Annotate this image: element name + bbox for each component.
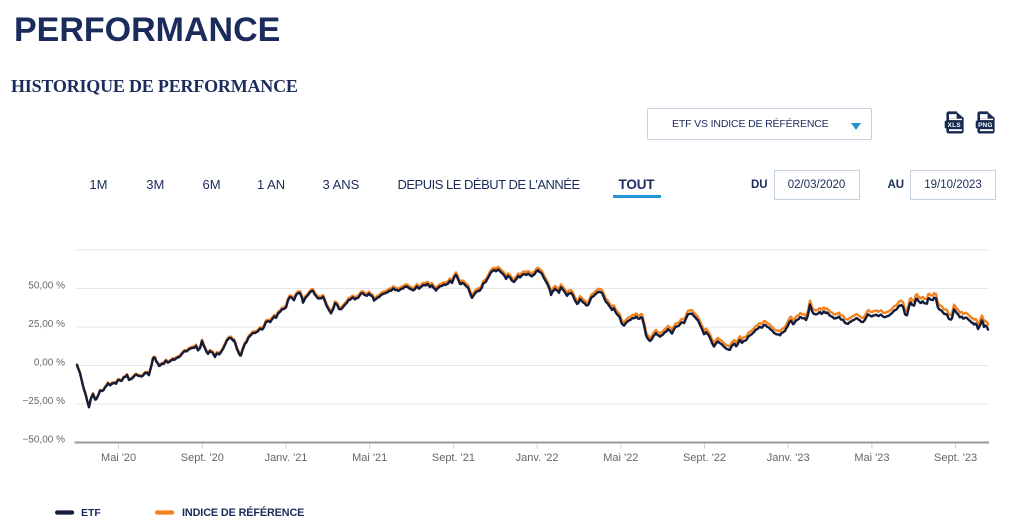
- svg-text:XLS: XLS: [947, 122, 961, 129]
- svg-text:PNG: PNG: [978, 122, 992, 129]
- svg-text:50,00 %: 50,00 %: [28, 280, 65, 291]
- svg-text:Sept. '22: Sept. '22: [683, 452, 726, 464]
- svg-text:−50,00 %: −50,00 %: [22, 434, 65, 445]
- svg-text:Mai '21: Mai '21: [352, 452, 387, 464]
- svg-text:25,00 %: 25,00 %: [28, 319, 65, 330]
- svg-text:Janv. '22: Janv. '22: [516, 452, 559, 464]
- svg-text:Mai '20: Mai '20: [101, 452, 136, 464]
- svg-text:Mai '23: Mai '23: [854, 452, 889, 464]
- svg-text:0,00 %: 0,00 %: [34, 357, 65, 368]
- svg-text:Sept. '23: Sept. '23: [934, 452, 977, 464]
- svg-text:Sept. '20: Sept. '20: [181, 452, 224, 464]
- svg-text:ETF: ETF: [81, 507, 101, 519]
- svg-text:−25,00 %: −25,00 %: [22, 396, 65, 407]
- svg-text:Janv. '21: Janv. '21: [265, 452, 308, 464]
- svg-text:Janv. '23: Janv. '23: [767, 452, 810, 464]
- svg-text:Sept. '21: Sept. '21: [432, 452, 475, 464]
- svg-text:Mai '22: Mai '22: [603, 452, 638, 464]
- svg-text:INDICE DE RÉFÉRENCE: INDICE DE RÉFÉRENCE: [182, 506, 304, 519]
